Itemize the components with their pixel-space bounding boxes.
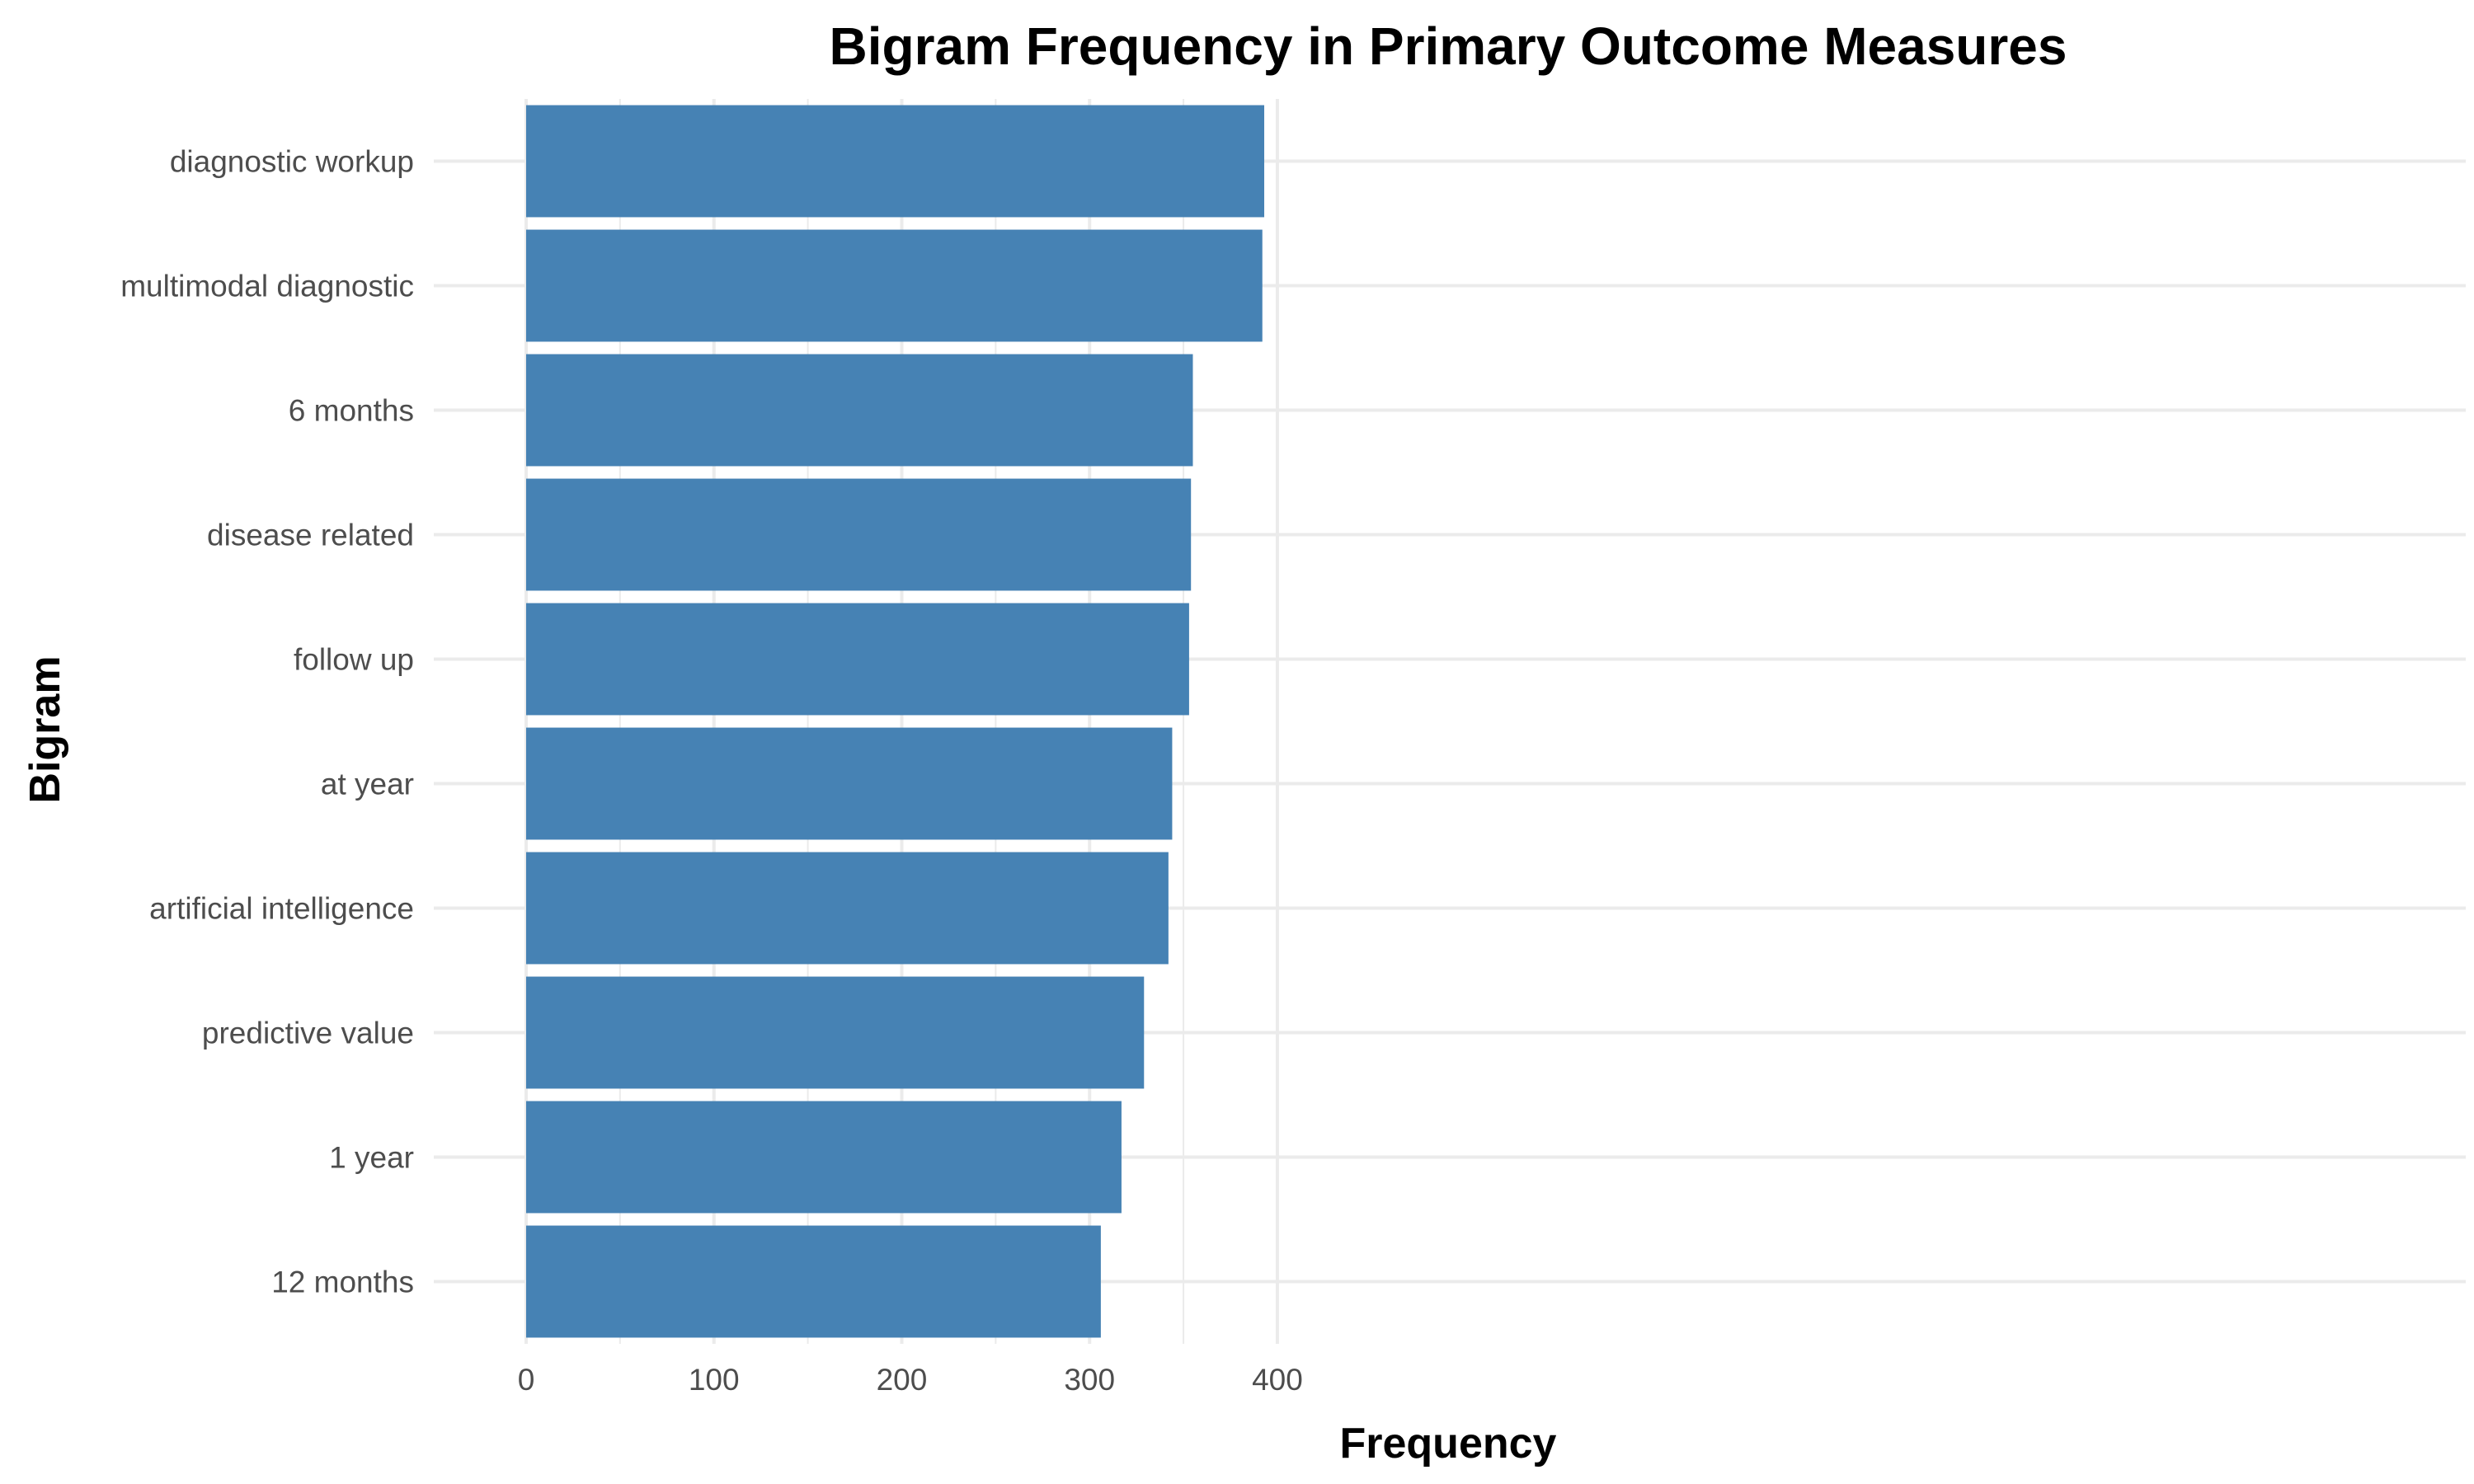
- y-tick-label: 12 months: [271, 1266, 414, 1299]
- bar: [526, 229, 1263, 342]
- bar: [526, 478, 1192, 591]
- bar: [526, 1225, 1101, 1338]
- bar: [526, 603, 1189, 716]
- y-tick-label: diagnostic workup: [170, 145, 414, 179]
- y-tick-label: predictive value: [202, 1017, 414, 1050]
- x-tick-labels: 0 100 200 300 400: [518, 1363, 1303, 1397]
- y-tick-label: disease related: [207, 519, 414, 552]
- x-tick-label: 400: [1252, 1363, 1303, 1397]
- x-tick-label: 100: [689, 1363, 740, 1397]
- bar: [526, 852, 1169, 965]
- bar: [526, 727, 1173, 840]
- y-tick-label: at year: [321, 768, 414, 801]
- bar: [526, 976, 1145, 1089]
- bar: [526, 1101, 1122, 1214]
- y-tick-label: follow up: [294, 643, 414, 677]
- bars: [526, 105, 1265, 1338]
- y-tick-label: multimodal diagnostic: [120, 270, 414, 303]
- y-axis-title: Bigram: [21, 655, 69, 803]
- y-tick-labels: diagnostic workup multimodal diagnostic 6 …: [120, 145, 414, 1299]
- x-tick-label: 200: [877, 1363, 928, 1397]
- y-tick-label: 6 months: [289, 394, 414, 428]
- x-tick-label: 300: [1064, 1363, 1115, 1397]
- x-axis-title: Frequency: [1340, 1420, 1557, 1468]
- y-tick-label: 1 year: [329, 1141, 414, 1175]
- y-tick-label: artificial intelligence: [149, 892, 414, 926]
- chart-title: Bigram Frequency in Primary Outcome Meas…: [830, 16, 2067, 76]
- bar: [526, 354, 1193, 467]
- bar: [526, 105, 1265, 218]
- x-tick-label: 0: [518, 1363, 535, 1397]
